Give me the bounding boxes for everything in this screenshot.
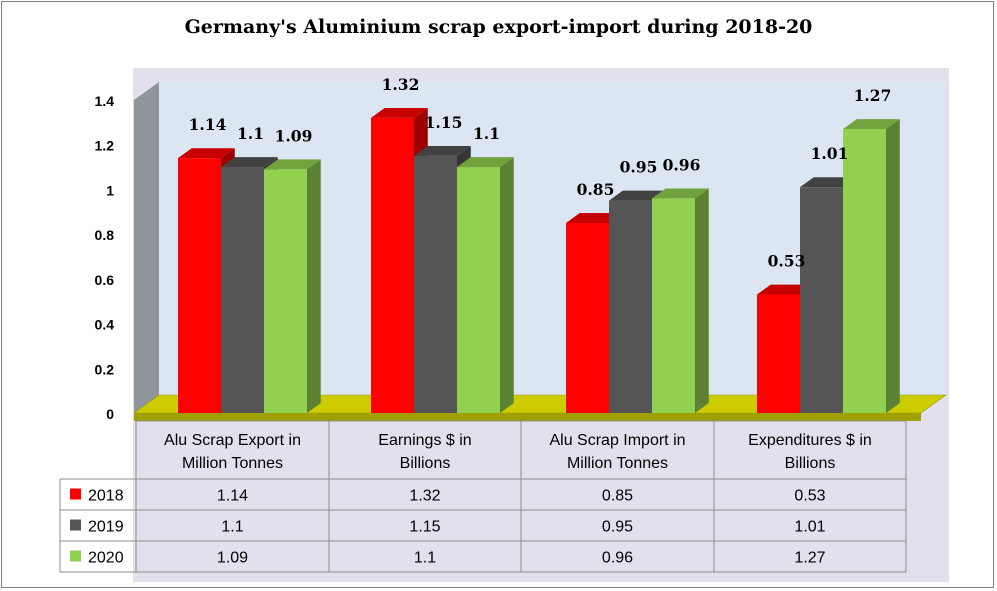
data-label: 0.96 <box>663 155 701 174</box>
table-cell: 1.14 <box>217 488 248 505</box>
bar-top-2019 <box>414 145 471 156</box>
category-label: Expenditures $ in <box>748 432 872 449</box>
legend-key-2018 <box>70 488 81 500</box>
y-tick-label: 1 <box>106 182 114 198</box>
category-label: Million Tonnes <box>182 455 283 472</box>
data-label: 1.1 <box>237 124 264 143</box>
bar-top-2020 <box>264 159 321 170</box>
table-cell: 0.53 <box>794 488 825 505</box>
bar-2018 <box>566 222 609 413</box>
table-cell: 0.95 <box>602 519 633 536</box>
data-label: 1.15 <box>425 113 463 132</box>
y-tick-label: 0.4 <box>95 317 115 333</box>
legend-key-2020 <box>70 550 81 562</box>
table-cell: 1.09 <box>217 550 248 567</box>
table-cell: 1.1 <box>414 550 436 567</box>
bar-top-2020 <box>652 188 709 199</box>
bar-side-2020 <box>886 119 900 414</box>
chart-title: Germany's Aluminium scrap export-import … <box>184 16 813 38</box>
bar-2019 <box>800 187 843 413</box>
data-label: 0.85 <box>577 180 615 199</box>
bar-top-2019 <box>221 157 278 168</box>
bar-2018 <box>178 158 221 413</box>
data-label: 1.27 <box>854 86 892 105</box>
y-tick-label: 1.2 <box>95 138 115 154</box>
table-cell: 1.32 <box>409 488 440 505</box>
data-label: 0.53 <box>768 251 806 270</box>
data-label: 1.14 <box>189 115 227 134</box>
category-label: Billions <box>400 455 451 472</box>
category-label: Billions <box>785 455 836 472</box>
y-tick-label: 0 <box>106 406 114 422</box>
data-label: 1.01 <box>811 144 849 163</box>
bar-top-2018 <box>566 213 623 223</box>
bar-top-2018 <box>178 148 235 159</box>
bar-2019 <box>414 155 457 414</box>
bar-top-2018 <box>371 107 428 118</box>
category-label: Million Tonnes <box>567 455 668 472</box>
legend-label: 2019 <box>88 519 124 536</box>
legend-label: 2018 <box>88 488 124 505</box>
bar-top-2020 <box>843 119 900 130</box>
data-label: 1.1 <box>473 124 500 143</box>
table-cell: 0.96 <box>602 550 633 567</box>
bar-top-2020 <box>457 157 514 168</box>
table-cell: 1.15 <box>409 519 440 536</box>
bar-2019 <box>221 167 264 413</box>
bar-2018 <box>371 117 414 414</box>
bar-2019 <box>609 200 652 413</box>
category-label: Alu Scrap Export in <box>164 432 301 449</box>
data-label: 1.32 <box>382 75 420 94</box>
bar-top-2019 <box>800 177 857 188</box>
table-cell: 1.1 <box>221 519 243 536</box>
plot-side-wall <box>134 81 159 414</box>
y-tick-label: 0.8 <box>95 227 115 243</box>
bar-2020 <box>457 167 500 413</box>
data-label: 1.09 <box>275 126 313 145</box>
table-cell: 1.01 <box>794 519 825 536</box>
legend-key-2019 <box>70 519 81 531</box>
category-label: Alu Scrap Import in <box>549 432 685 449</box>
bar-side-2020 <box>500 157 514 413</box>
bar-top-2018 <box>757 284 814 295</box>
bar-top-2019 <box>609 190 666 201</box>
table-cell: 0.85 <box>602 488 633 505</box>
category-label: Earnings $ in <box>378 432 471 449</box>
y-tick-label: 0.6 <box>95 272 115 288</box>
data-label: 0.95 <box>620 158 658 177</box>
y-tick-label: 0.2 <box>95 361 115 377</box>
bar-2020 <box>843 129 886 413</box>
plot-floor-edge <box>134 413 921 421</box>
bar-2018 <box>757 294 800 413</box>
table-cell: 1.27 <box>794 550 825 567</box>
bar-2020 <box>264 169 307 413</box>
legend-label: 2020 <box>88 550 124 567</box>
bar-side-2020 <box>307 159 321 413</box>
bar-2020 <box>652 198 695 413</box>
bar-side-2020 <box>695 188 709 413</box>
y-tick-label: 1.4 <box>95 93 115 109</box>
